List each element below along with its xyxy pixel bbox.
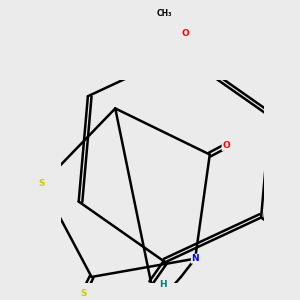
Text: S: S [80, 289, 87, 298]
Text: O: O [182, 29, 189, 38]
Text: O: O [222, 141, 230, 150]
Text: H: H [159, 280, 167, 289]
Text: N: N [191, 254, 199, 263]
Text: CH₃: CH₃ [157, 9, 172, 18]
Text: S: S [38, 178, 44, 188]
